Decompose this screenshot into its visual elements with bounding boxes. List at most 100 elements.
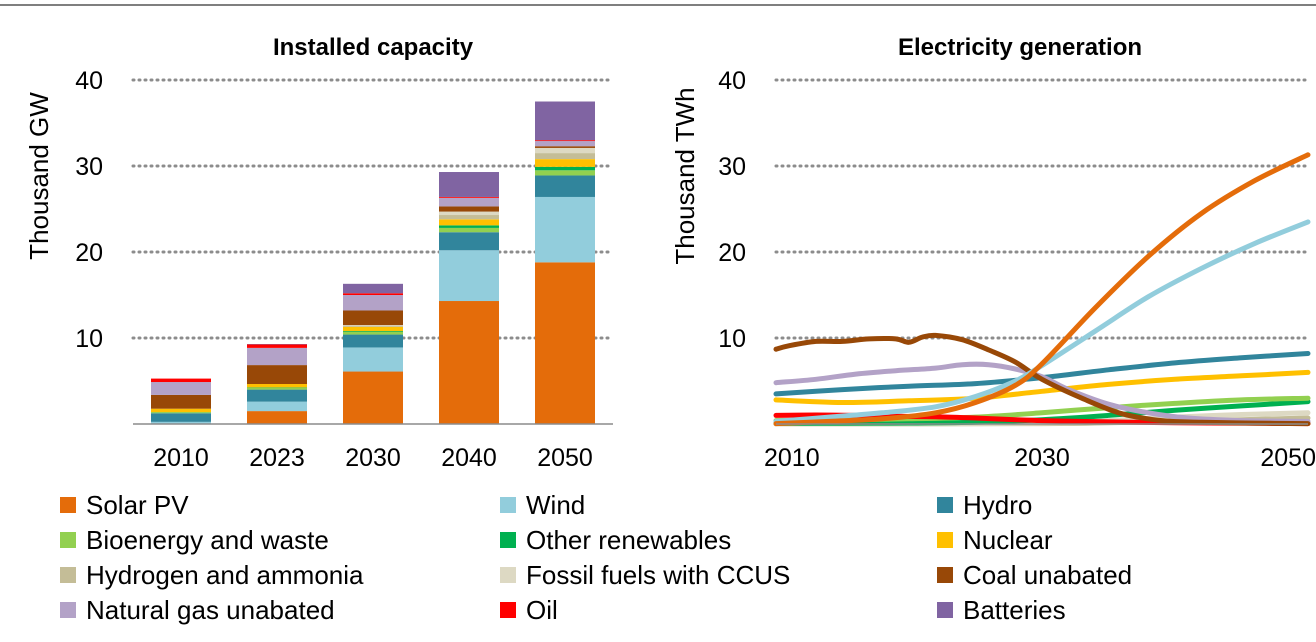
legend-swatch [500, 602, 516, 618]
line-solar-pv [773, 152, 1311, 427]
legend-label: Bioenergy and waste [86, 524, 329, 555]
bar-2030-coal-unabated [343, 310, 403, 326]
generation-x-tick-label: 2050 [1260, 444, 1316, 472]
legend-label: Oil [526, 594, 558, 625]
bar-2040-fossil-fuels-with-ccus [439, 211, 499, 216]
legend-swatch [937, 532, 953, 548]
bar-2050-nuclear [535, 159, 595, 167]
capacity-chart-title: Installed capacity [273, 34, 474, 61]
legend-label: Hydrogen and ammonia [86, 559, 364, 590]
bar-2010-nuclear [151, 408, 211, 413]
bar-2023-hydro [247, 389, 307, 402]
legend-item-solar-pv: Solar PV [60, 490, 189, 520]
capacity-x-tick-label: 2030 [345, 444, 401, 472]
legend-item-bioenergy-and-waste: Bioenergy and waste [60, 525, 329, 555]
legend-label: Fossil fuels with CCUS [526, 559, 791, 590]
bar-2040-coal-unabated [439, 206, 499, 212]
generation-y-tick-label: 40 [718, 67, 746, 95]
bar-2030-oil [343, 293, 403, 295]
generation-y-axis-title: Thousand TWh [670, 87, 700, 264]
bar-2030-fossil-fuels-with-ccus [343, 325, 403, 326]
generation-y-tick-label: 10 [718, 325, 746, 353]
bar-2023-coal-unabated [247, 365, 307, 385]
generation-y-tick-label: 20 [718, 239, 746, 267]
bar-2050-solar-pv [535, 262, 595, 424]
capacity-y-axis-title: Thousand GW [24, 92, 54, 260]
capacity-y-tick-label: 40 [75, 67, 103, 95]
bar-2030-wind [343, 347, 403, 372]
bar-2010-wind [151, 421, 211, 424]
generation-chart-title: Electricity generation [898, 34, 1142, 61]
legend-label: Other renewables [526, 524, 732, 555]
bar-2010-natural-gas-unabated [151, 382, 211, 395]
bar-2050-other-renewables [535, 166, 595, 171]
capacity-y-tick-label: 20 [75, 239, 103, 267]
bar-2030-batteries [343, 283, 403, 294]
bar-2040-other-renewables [439, 225, 499, 228]
bar-2023-wind [247, 401, 307, 412]
legend-item-hydrogen-and-ammonia: Hydrogen and ammonia [60, 560, 364, 590]
capacity-x-tick-label: 2050 [537, 444, 593, 472]
bar-2030-other-renewables [343, 331, 403, 332]
legend-label: Nuclear [963, 524, 1053, 555]
legend-label: Batteries [963, 594, 1066, 625]
bar-2030-solar-pv [343, 371, 403, 424]
bar-2040-nuclear [439, 219, 499, 226]
legend-swatch [60, 602, 76, 618]
bar-2030-hydrogen-and-ammonia [343, 325, 403, 327]
bar-2050-batteries [535, 101, 595, 141]
bar-2030-bioenergy-and-waste [343, 331, 403, 335]
bar-2050-oil [535, 140, 595, 142]
generation-x-tick-label: 2030 [1014, 444, 1070, 472]
bar-2050-fossil-fuels-with-ccus [535, 147, 595, 154]
bar-2010-oil [151, 378, 211, 383]
installed-capacity-chart: Installed capacity Thousand GW 102030402… [24, 34, 615, 472]
generation-y-tick-label: 30 [718, 153, 746, 181]
legend-swatch [937, 602, 953, 618]
generation-x-tick-label: 2010 [764, 444, 820, 472]
legend-swatch [500, 497, 516, 513]
legend-item-batteries: Batteries [937, 595, 1066, 625]
bar-2040-wind [439, 250, 499, 302]
bar-2040-solar-pv [439, 301, 499, 424]
capacity-x-tick-label: 2040 [441, 444, 497, 472]
bar-2023-oil [247, 344, 307, 348]
legend-swatch [937, 567, 953, 583]
bar-2050-natural-gas-unabated [535, 141, 595, 147]
bar-2040-hydro [439, 232, 499, 251]
bar-2040-bioenergy-and-waste [439, 227, 499, 233]
line-nuclear [773, 369, 1311, 406]
bar-2050-hydro [535, 175, 595, 197]
legend-label: Coal unabated [963, 559, 1133, 590]
bar-2050-bioenergy-and-waste [535, 170, 595, 176]
capacity-y-tick-label: 10 [75, 325, 103, 353]
bar-2023-natural-gas-unabated [247, 347, 307, 366]
legend-swatch [60, 497, 76, 513]
capacity-x-tick-label: 2010 [153, 444, 209, 472]
line-natural-gas-unabated [773, 361, 1311, 424]
bar-2030-hydro [343, 334, 403, 348]
legend-label: Hydro [963, 489, 1033, 520]
bar-2030-natural-gas-unabated [343, 295, 403, 311]
bar-2050-wind [535, 196, 595, 263]
legend-swatch [500, 567, 516, 583]
legend-item-fossil-fuels-with-ccus: Fossil fuels with CCUS [500, 560, 790, 590]
legend-item-natural-gas-unabated: Natural gas unabated [60, 595, 335, 625]
bar-2040-batteries [439, 172, 499, 197]
legend-swatch [937, 497, 953, 513]
legend-swatch [60, 532, 76, 548]
bar-2010-coal-unabated [151, 394, 211, 409]
bar-2040-hydrogen-and-ammonia [439, 215, 499, 220]
bar-2050-coal-unabated [535, 146, 595, 148]
legend-item-wind: Wind [500, 490, 585, 520]
capacity-y-tick-label: 30 [75, 153, 103, 181]
bar-2030-nuclear [343, 326, 403, 332]
electricity-generation-chart: Electricity generation Thousand TWh 10 20… [670, 34, 1316, 472]
bar-2050-hydrogen-and-ammonia [535, 153, 595, 160]
legend-label: Wind [526, 489, 586, 520]
bar-2023-solar-pv [247, 411, 307, 424]
bar-2010-bioenergy-and-waste [151, 412, 211, 414]
legend-label: Natural gas unabated [86, 594, 335, 625]
bar-2040-oil [439, 196, 499, 198]
legend-item-coal-unabated: Coal unabated [937, 560, 1132, 590]
